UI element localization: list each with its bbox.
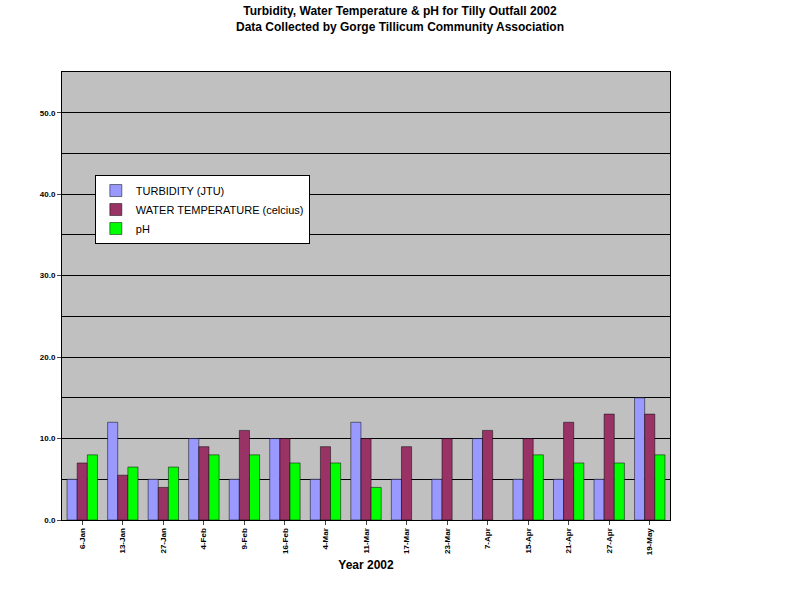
svg-text:WATER TEMPERATURE (celcius): WATER TEMPERATURE (celcius) [136, 204, 304, 216]
svg-text:4-Mar: 4-Mar [321, 528, 330, 549]
svg-text:20.0: 20.0 [40, 353, 56, 362]
svg-text:40.0: 40.0 [40, 190, 56, 199]
svg-text:30.0: 30.0 [40, 271, 56, 280]
svg-text:50.0: 50.0 [40, 109, 56, 118]
svg-text:pH: pH [136, 223, 150, 235]
svg-text:13-Jan: 13-Jan [118, 528, 127, 553]
svg-text:TURBIDITY (JTU): TURBIDITY (JTU) [136, 185, 224, 197]
svg-text:0.0: 0.0 [44, 516, 56, 525]
svg-text:21-Apr: 21-Apr [564, 528, 573, 553]
svg-text:23-Mar: 23-Mar [443, 528, 452, 554]
svg-text:16-Feb: 16-Feb [281, 528, 290, 554]
svg-text:Year 2002: Year 2002 [338, 558, 394, 572]
svg-text:27-Apr: 27-Apr [605, 528, 614, 553]
svg-text:7-Apr: 7-Apr [483, 528, 492, 549]
svg-text:11-Mar: 11-Mar [362, 528, 371, 553]
svg-text:17-Mar: 17-Mar [402, 528, 411, 554]
svg-text:6-Jan: 6-Jan [78, 528, 87, 549]
svg-text:19-May: 19-May [645, 528, 654, 556]
svg-text:Turbidity, Water Temperature &: Turbidity, Water Temperature & pH for Ti… [236, 4, 564, 34]
svg-text:9-Feb: 9-Feb [240, 528, 249, 549]
svg-text:4-Feb: 4-Feb [199, 528, 208, 549]
svg-text:10.0: 10.0 [40, 434, 56, 443]
svg-text:15-Apr: 15-Apr [524, 528, 533, 553]
svg-text:27-Jan: 27-Jan [159, 528, 168, 553]
